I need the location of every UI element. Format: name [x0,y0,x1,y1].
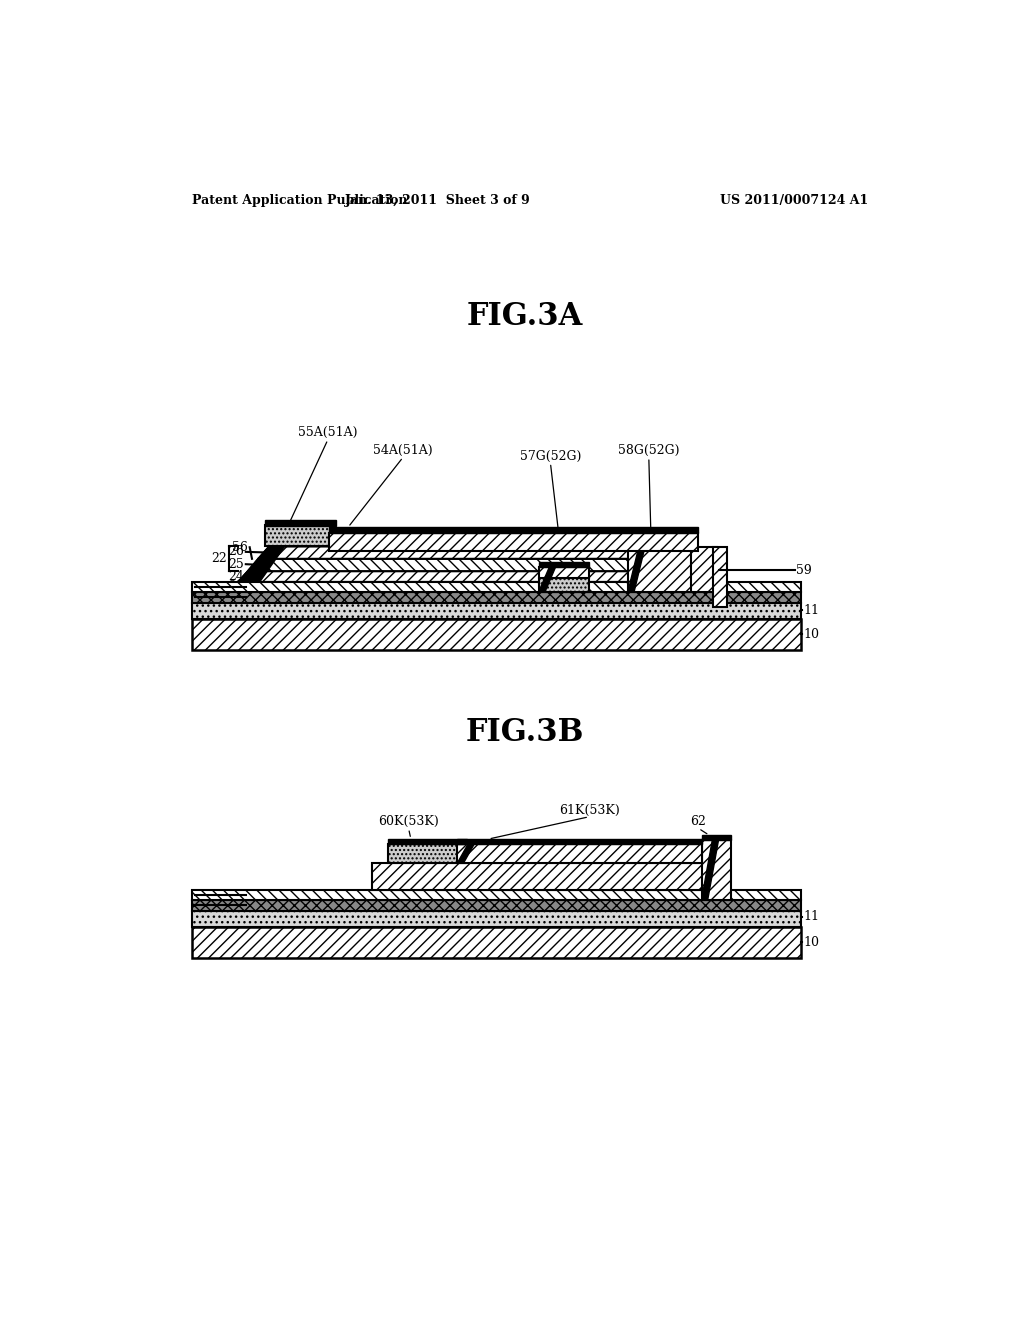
Polygon shape [238,572,716,582]
Bar [372,863,717,890]
Text: 21: 21 [228,591,245,603]
Text: 62: 62 [690,816,707,829]
Text: 59: 59 [796,564,812,577]
Text: 25: 25 [228,557,245,570]
Text: 21: 21 [228,899,245,912]
Bar [701,836,731,840]
Text: US 2011/0007124 A1: US 2011/0007124 A1 [720,194,868,207]
Polygon shape [701,840,719,900]
Bar [539,562,589,566]
Text: FIG.3A: FIG.3A [467,301,583,331]
Text: 55A(51A): 55A(51A) [298,426,357,440]
Bar [388,840,467,843]
Text: 23: 23 [228,888,245,902]
Text: 56: 56 [232,541,248,554]
Text: 58G(52G): 58G(52G) [618,444,680,457]
Bar [539,566,589,578]
Bar [628,543,693,548]
Bar [191,900,801,911]
Text: Patent Application Publication: Patent Application Publication [191,194,408,207]
Bar [191,911,801,927]
Bar [191,582,801,591]
Polygon shape [238,546,283,582]
Text: 10: 10 [804,628,820,640]
Text: 26: 26 [228,545,245,558]
Polygon shape [258,546,693,558]
Bar [265,525,335,546]
Polygon shape [248,558,706,572]
Text: 23: 23 [228,579,245,593]
Bar [191,591,801,603]
Text: 60K(53K): 60K(53K) [378,816,439,829]
Text: Jan. 13, 2011  Sheet 3 of 9: Jan. 13, 2011 Sheet 3 of 9 [345,194,530,207]
Bar [191,927,801,958]
Text: 11: 11 [804,911,820,924]
Bar [628,548,693,591]
Bar [539,578,589,591]
Bar [388,843,465,863]
Text: 11: 11 [804,603,820,616]
Text: FIG.3B: FIG.3B [466,717,584,747]
Text: 61K(53K): 61K(53K) [559,804,620,817]
Polygon shape [628,548,645,591]
Text: 22: 22 [211,552,227,565]
Text: 54A(51A): 54A(51A) [374,444,433,457]
Bar [191,890,801,900]
Bar [265,520,337,525]
Bar [458,843,701,863]
Polygon shape [458,843,474,863]
Bar [329,527,697,532]
Bar [690,548,717,591]
Text: 10: 10 [804,936,820,949]
Bar [458,840,701,843]
Bar [191,603,801,619]
Bar [191,619,801,649]
Text: 24: 24 [228,570,245,583]
Polygon shape [238,546,285,582]
Polygon shape [539,566,556,591]
Bar [713,548,727,607]
Bar [329,533,697,552]
Bar [701,840,731,900]
Text: 57G(52G): 57G(52G) [520,450,581,462]
